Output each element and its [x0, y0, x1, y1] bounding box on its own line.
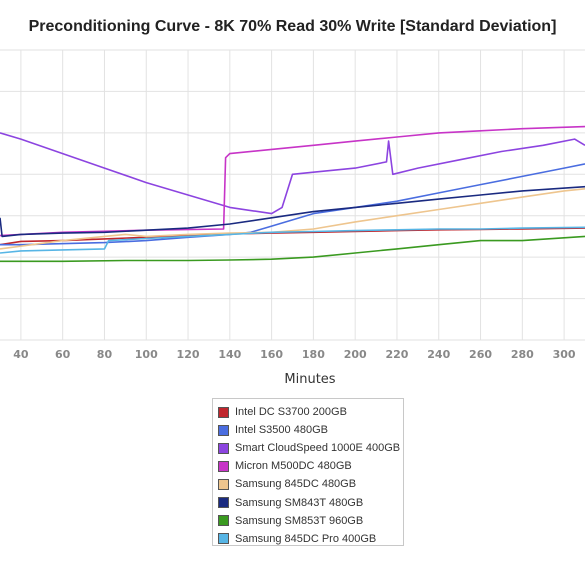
legend-item: Samsung 845DC Pro 400GB	[218, 530, 403, 548]
legend-item: Samsung SM843T 480GB	[218, 493, 403, 511]
x-tick-label: 280	[511, 348, 534, 361]
x-tick-label: 200	[344, 348, 367, 361]
legend-label: Samsung SM853T 960GB	[235, 514, 364, 527]
legend-swatch	[218, 406, 229, 418]
legend: Intel DC S3700 200GB Intel S3500 480GB Sma…	[212, 398, 404, 546]
x-tick-label: 120	[177, 348, 200, 361]
x-tick-label: 240	[427, 348, 450, 361]
legend-swatch	[218, 460, 229, 472]
legend-label: Samsung SM843T 480GB	[235, 496, 364, 509]
x-tick-label: 140	[218, 348, 241, 361]
x-tick-label: 260	[469, 348, 492, 361]
legend-label: Micron M500DC 480GB	[235, 460, 352, 473]
legend-swatch	[218, 442, 229, 454]
series-line-8	[0, 226, 585, 254]
legend-item: Samsung SM853T 960GB	[218, 512, 403, 530]
legend-swatch	[218, 497, 229, 509]
legend-swatch	[218, 533, 229, 545]
series-line-5	[0, 188, 585, 250]
x-tick-label: 40	[13, 348, 29, 361]
series-line-7	[0, 235, 585, 263]
x-tick-label: 300	[553, 348, 576, 361]
series-line-3	[0, 132, 585, 215]
x-tick-label: 180	[302, 348, 325, 361]
tick-layer: 40 60 80 100 120 140 160 180 200 220 240 260 280 300	[13, 348, 576, 361]
x-axis-label: Minutes	[284, 372, 335, 387]
x-tick-label: 60	[55, 348, 71, 361]
x-tick-label: 160	[260, 348, 283, 361]
legend-label: Smart CloudSpeed 1000E 400GB	[235, 442, 401, 455]
legend-label: Samsung 845DC Pro 400GB	[235, 532, 377, 545]
legend-label: Intel DC S3700 200GB	[235, 406, 347, 419]
x-tick-label: 80	[97, 348, 113, 361]
series-line-2	[0, 163, 585, 246]
legend-label: Samsung 845DC 480GB	[235, 478, 357, 491]
series-line-6	[0, 185, 585, 238]
legend-swatch	[218, 478, 229, 490]
x-tick-label: 100	[135, 348, 158, 361]
series-layer	[0, 125, 585, 263]
x-tick-label: 220	[385, 348, 408, 361]
grid-layer	[0, 49, 585, 341]
legend-swatch	[218, 515, 229, 527]
legend-item: Samsung 845DC 480GB	[218, 475, 403, 493]
legend-item: Smart CloudSpeed 1000E 400GB	[218, 439, 403, 457]
legend-item: Intel DC S3700 200GB	[218, 403, 403, 421]
legend-swatch	[218, 424, 229, 436]
legend-item: Intel S3500 480GB	[218, 421, 403, 439]
legend-label: Intel S3500 480GB	[235, 424, 328, 437]
legend-item: Micron M500DC 480GB	[218, 457, 403, 475]
chart-title: Preconditioning Curve - 8K 70% Read 30% …	[28, 18, 557, 35]
